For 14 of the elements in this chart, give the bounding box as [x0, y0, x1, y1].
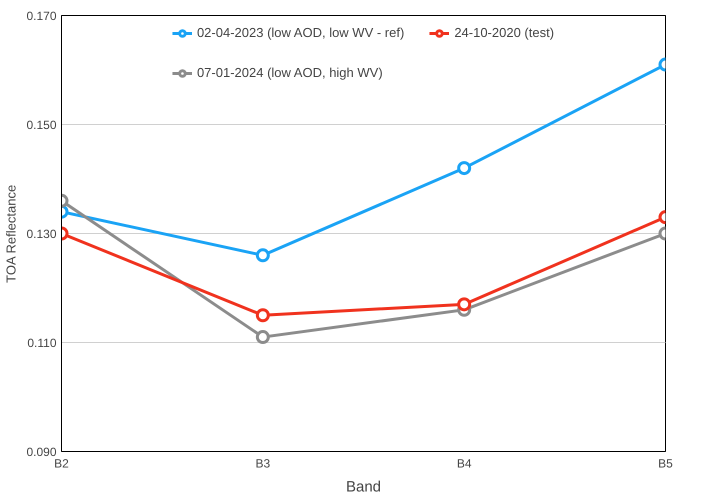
x-tick-label: B2 — [54, 456, 70, 470]
y-tick-label: 0.150 — [26, 118, 57, 132]
x-axis-title: Band — [346, 478, 382, 496]
x-tick-label: B5 — [658, 456, 674, 470]
y-tick-label: 0.110 — [27, 336, 57, 350]
legend-label: 24-10-2020 (test) — [454, 25, 554, 40]
legend-label: 07-01-2024 (low AOD, high WV) — [196, 65, 383, 80]
y-tick-label: 0.090 — [26, 445, 57, 459]
x-tick-label: B4 — [456, 456, 472, 470]
y-tick-label: 0.170 — [26, 9, 57, 23]
x-tick-label: B3 — [255, 456, 270, 470]
y-axis-title: TOA Reflectance — [3, 184, 18, 283]
legend-label: 02-04-2023 (low AOD, low WV - ref) — [196, 25, 404, 40]
y-tick-label: 0.130 — [26, 227, 57, 241]
